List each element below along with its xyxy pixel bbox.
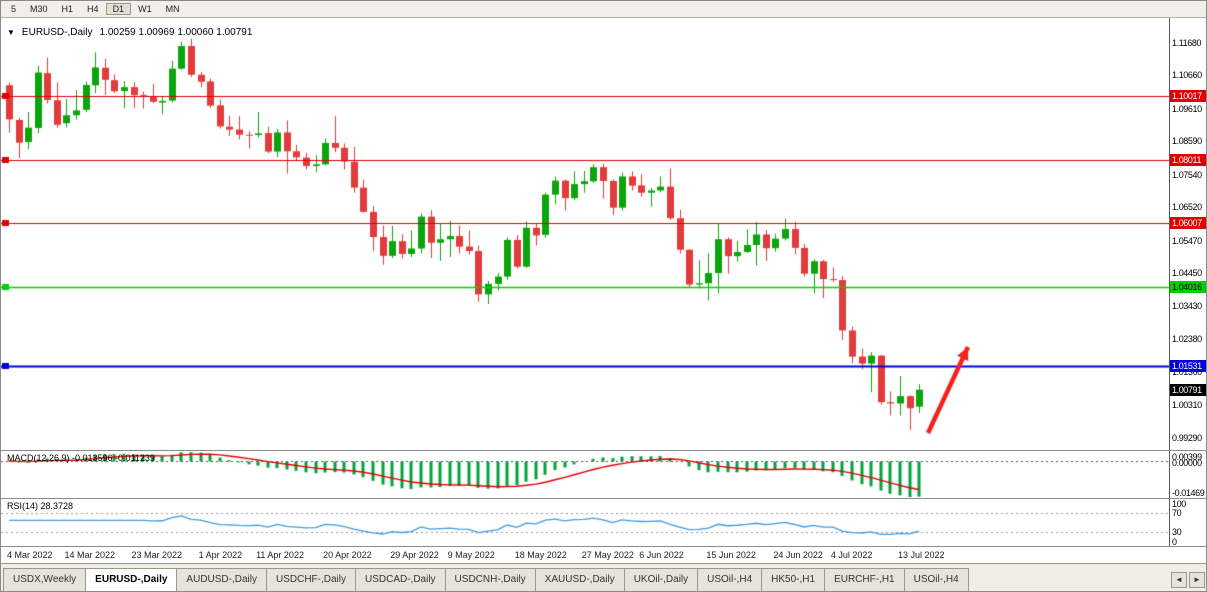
chart-tab-audusddaily[interactable]: AUDUSD-,Daily	[176, 568, 267, 591]
date-label: 6 Jun 2022	[639, 550, 684, 560]
date-label: 9 May 2022	[447, 550, 495, 560]
rsi-axis-label: 0	[1172, 537, 1177, 547]
price-axis[interactable]: 1.11680 1.10660 1.09610 1.08590 1.07540 1.065…	[1169, 18, 1206, 547]
chart-tab-usdxweekly[interactable]: USDX,Weekly	[3, 568, 87, 591]
price-line-label: 1.06007	[1170, 217, 1206, 230]
date-label: 23 Mar 2022	[131, 550, 183, 560]
chart-canvas[interactable]	[1, 18, 1169, 546]
price-axis-tick: 1.03430	[1172, 300, 1202, 311]
date-label: 13 Jul 2022	[897, 550, 945, 560]
date-label: 1 Apr 2022	[198, 550, 243, 560]
chart-tab-xauusddaily[interactable]: XAUUSD-,Daily	[534, 568, 625, 591]
price-axis-tick: 1.08590	[1172, 136, 1202, 147]
date-label: 24 Jun 2022	[773, 550, 823, 560]
price-line-label: 1.08011	[1170, 153, 1206, 166]
timeframe-button-h1[interactable]: H1	[61, 4, 74, 14]
chart-tab-eurusddaily[interactable]: EURUSD-,Daily	[85, 568, 178, 591]
rsi-axis-label: 70	[1172, 508, 1182, 519]
macd-axis-zero-label: 0.00000	[1172, 457, 1202, 468]
price-axis-tick: 1.04450	[1172, 268, 1202, 279]
date-axis-splitter	[1, 546, 1206, 547]
date-label: 18 May 2022	[514, 550, 567, 560]
rsi-indicator-label: RSI(14) 28.3728	[7, 501, 74, 511]
chart-tab-hk50h1[interactable]: HK50-,H1	[761, 568, 826, 591]
chart-ohlc-values: 1.00259 1.00969 1.00060 1.00791	[99, 27, 253, 38]
macd-axis-min-label: -0.01469	[1172, 488, 1205, 498]
date-label: 15 Jun 2022	[706, 550, 756, 560]
price-axis-tick: 1.10660	[1172, 70, 1202, 81]
price-line-label: 1.10017	[1170, 89, 1206, 102]
timeframe-button-mn[interactable]: MN	[165, 4, 180, 14]
tab-scroll-right-icon[interactable]: ►	[1189, 572, 1205, 588]
symbol-dropdown-icon[interactable]: ▼	[7, 28, 15, 37]
chart-tab-bar: USDX,Weekly EURUSD-,Daily AUDUSD-,Daily USD…	[1, 563, 1206, 591]
tab-scroll-controls: ◄ ►	[1168, 572, 1206, 591]
date-label: 20 Apr 2022	[323, 550, 372, 560]
date-label: 4 Jul 2022	[830, 550, 873, 560]
price-axis-tick: 1.07540	[1172, 169, 1202, 180]
date-label: 11 Apr 2022	[256, 550, 304, 560]
timeframe-button-w1[interactable]: W1	[138, 4, 152, 14]
timeframe-button-m30[interactable]: M30	[30, 4, 48, 14]
timeframe-button-d1[interactable]: D1	[105, 3, 132, 15]
chart-tab-usdcaddaily[interactable]: USDCAD-,Daily	[354, 568, 446, 591]
timeframe-toolbar: 5 M30 H1 H4 D1 W1 MN	[1, 1, 1206, 18]
date-label: 29 Apr 2022	[390, 550, 439, 560]
timeframe-button-5[interactable]: 5	[11, 4, 17, 14]
price-axis-tick: 1.06520	[1172, 202, 1202, 213]
price-axis-tick: 1.05470	[1172, 235, 1202, 246]
price-line-label: 1.01531	[1170, 360, 1206, 373]
rsi-axis-label: 100	[1172, 499, 1186, 509]
price-axis-tick: 1.11680	[1172, 37, 1202, 48]
price-axis-tick: 1.00310	[1172, 400, 1202, 411]
chart-legend: ▼ EURUSD-,Daily 1.00259 1.00969 1.00060 …	[7, 27, 252, 38]
macd-axis-max-label: 0.00399	[1172, 452, 1202, 462]
rsi-panel-splitter[interactable]	[1, 498, 1206, 499]
rsi-axis-label: 30	[1172, 526, 1182, 537]
price-axis-tick: 1.09610	[1172, 103, 1202, 114]
date-label: 27 May 2022	[581, 550, 634, 560]
macd-indicator-label: MACD(12,26,9) -0.013596 -0.011239	[7, 453, 155, 463]
chart-tab-usdchfdaily[interactable]: USDCHF-,Daily	[265, 568, 356, 591]
chart-tab-ukoildaily[interactable]: UKOil-,Daily	[623, 568, 699, 591]
price-line-label: 1.04016	[1170, 280, 1206, 293]
chart-tab-usoilh4[interactable]: USOil-,H4	[697, 568, 763, 591]
price-axis-tick: 1.02380	[1172, 334, 1202, 345]
chart-tab-usdcnhdaily[interactable]: USDCNH-,Daily	[444, 568, 536, 591]
tab-scroll-left-icon[interactable]: ◄	[1171, 572, 1187, 588]
current-price-label: 1.00791	[1170, 383, 1206, 396]
chart-tab-eurchfh1[interactable]: EURCHF-,H1	[824, 568, 905, 591]
date-axis[interactable]: 4 Mar 2022 14 Mar 2022 23 Mar 2022 1 Apr 20…	[1, 546, 1169, 563]
price-axis-tick: 0.99290	[1172, 432, 1202, 443]
date-label: 4 Mar 2022	[7, 550, 53, 560]
macd-panel-splitter[interactable]	[1, 450, 1206, 451]
chart-symbol-label: EURUSD-,Daily	[21, 27, 93, 38]
tab-list: USDX,Weekly EURUSD-,Daily AUDUSD-,Daily USD…	[1, 568, 1168, 591]
timeframe-button-h4[interactable]: H4	[87, 4, 99, 14]
date-label: 14 Mar 2022	[64, 550, 116, 560]
chart-tab-usoilh4[interactable]: USOil-,H4	[903, 568, 969, 591]
